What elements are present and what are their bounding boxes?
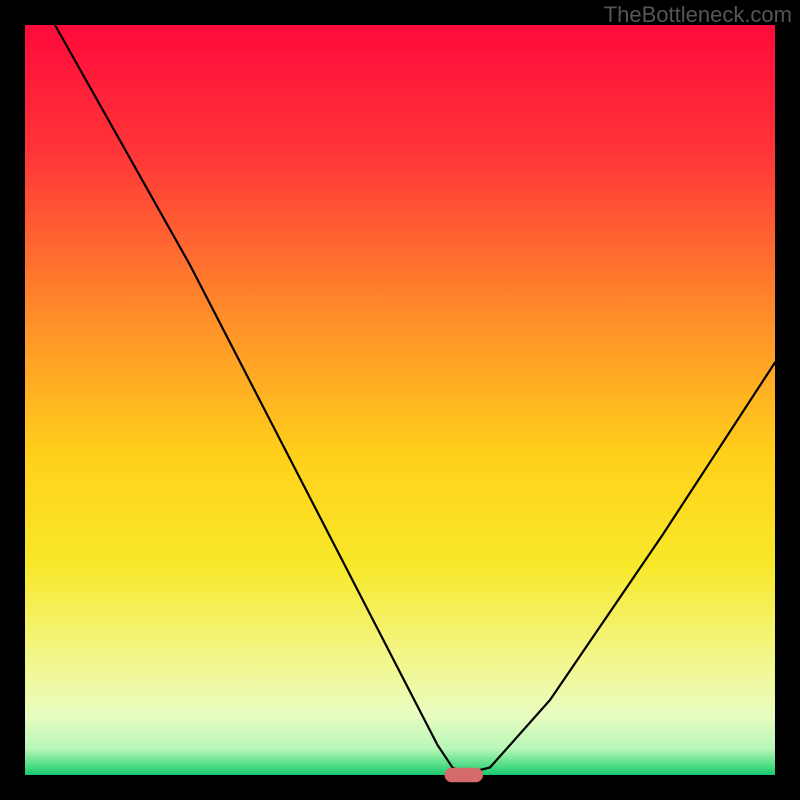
optimum-marker [445,768,483,782]
chart-container: TheBottleneck.com [0,0,800,800]
bottleneck-chart [0,0,800,800]
plot-background [25,25,775,775]
watermark-text: TheBottleneck.com [604,2,792,28]
